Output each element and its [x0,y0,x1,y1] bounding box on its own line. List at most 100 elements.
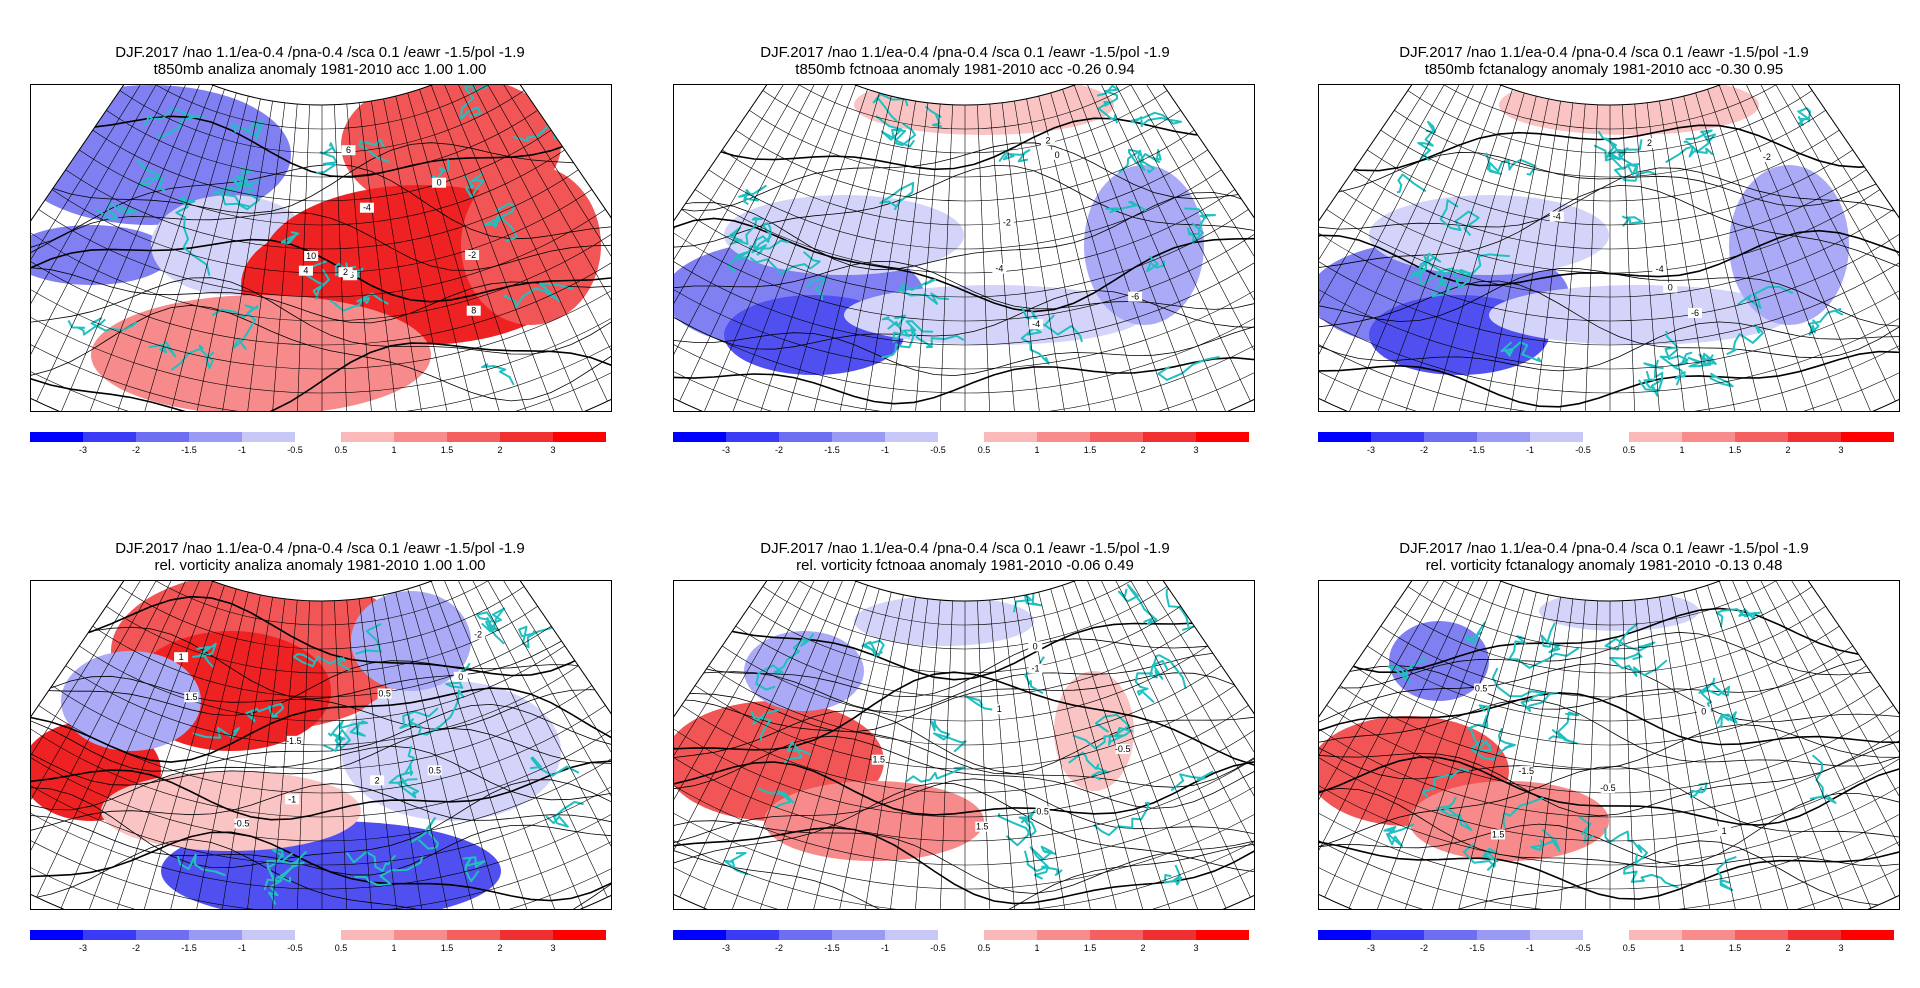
colorbar-swatch [83,432,136,442]
colorbar-swatch [1424,930,1477,940]
coastline [475,611,495,633]
coastline [1462,843,1497,871]
longitude-line [1001,102,1046,411]
contour-label-bg [370,775,385,786]
latitude-line [674,823,1254,909]
contour-label-bg [304,250,319,261]
coastline [345,851,397,872]
coastline [998,149,1031,163]
colorbar-tick-label: 3 [1193,445,1199,455]
longitude-line [453,581,608,898]
coastline [879,181,915,211]
contour-line [31,304,611,402]
longitude-line [136,92,237,411]
longitude-line [430,85,559,411]
coastline [1117,584,1158,626]
contour-label-bg [1040,135,1055,146]
contour-line [31,238,611,303]
negative-anomaly [744,631,864,711]
coastline [329,292,389,312]
longitude-line [294,600,310,909]
colorbar-swatch [1143,432,1196,442]
longitude-line [1398,89,1513,411]
coastline [755,633,815,691]
contour-label: 1.5 [185,692,198,702]
longitude-line [1319,85,1468,390]
contour-label: 4 [303,266,308,276]
longitude-line [60,85,202,411]
coastline [1797,107,1811,126]
longitude-line [977,104,993,411]
longitude-line [1582,104,1598,411]
longitude-line [1634,103,1664,411]
latitude-line [1319,327,1899,411]
longitude-line [1741,85,1896,402]
contour-line [674,672,1254,733]
longitude-line [371,596,430,909]
longitude-line [1774,581,1899,859]
colorbar-swatch [1735,432,1788,442]
coastline [930,719,967,753]
longitude-line [1073,85,1202,411]
colorbar-swatch [1371,930,1424,940]
colorbar-tick-label: -1.5 [824,943,840,953]
longitude-line [1050,588,1151,909]
contour-label-bg [1491,829,1506,840]
cold-anomaly [1489,285,1789,345]
colorbar-tick-label: 1 [1679,943,1685,953]
contour-line [1319,840,1899,909]
contour-line [674,710,1254,788]
contour-label: -2 [1003,217,1011,227]
coastline [481,363,515,386]
coastline [192,642,217,668]
contour-line [674,289,1254,350]
longitude-line [486,581,611,859]
longitude-line [1319,581,1468,886]
longitude-line [779,92,880,411]
map-plot: -6 -4 -2 0 2 -4 [1318,84,1900,412]
colorbar [673,930,1259,940]
longitude-line [779,588,880,909]
coastline [1621,215,1644,228]
longitude-line [31,581,180,886]
colorbar-tick-label: 1 [391,943,397,953]
coastline [757,787,795,809]
colorbar-tick-label: 2 [1785,445,1791,455]
longitude-line [1752,581,1899,886]
coastline [1502,796,1544,829]
negative-anomaly [61,651,201,751]
longitude-line [31,85,169,377]
coastline [1068,751,1110,781]
coastline [1165,581,1190,627]
coastline [1467,704,1493,752]
contour-label-bg [298,265,313,276]
coastline [1164,864,1183,886]
longitude-line [1476,594,1549,909]
coastline [1736,285,1794,310]
coastline [316,142,338,174]
longitude-line [1085,85,1227,411]
coastline [1146,255,1166,273]
longitude-line [162,96,249,411]
title-line-2: rel. vorticity fctnoaa anomaly 1981-2010… [796,557,1134,574]
coastline [503,282,573,309]
contour-label-bg [975,821,990,832]
contour-line [674,843,1254,909]
latitude-line [674,804,1254,909]
longitude-line [241,598,286,909]
contour-label-bg [359,202,374,213]
coastline [1623,863,1679,889]
contour-line [31,831,611,902]
contour-line [31,342,611,411]
coastline [1464,621,1486,645]
longitude-line [1622,600,1638,909]
coastline [1105,200,1148,213]
contour-label: 6 [346,145,351,155]
longitude-line [753,89,868,411]
longitude-line [1634,599,1664,909]
latitude-line [31,308,611,411]
contour-line [1319,167,1899,230]
contour-label: 2 [343,267,348,277]
contour-label-bg [427,765,442,776]
